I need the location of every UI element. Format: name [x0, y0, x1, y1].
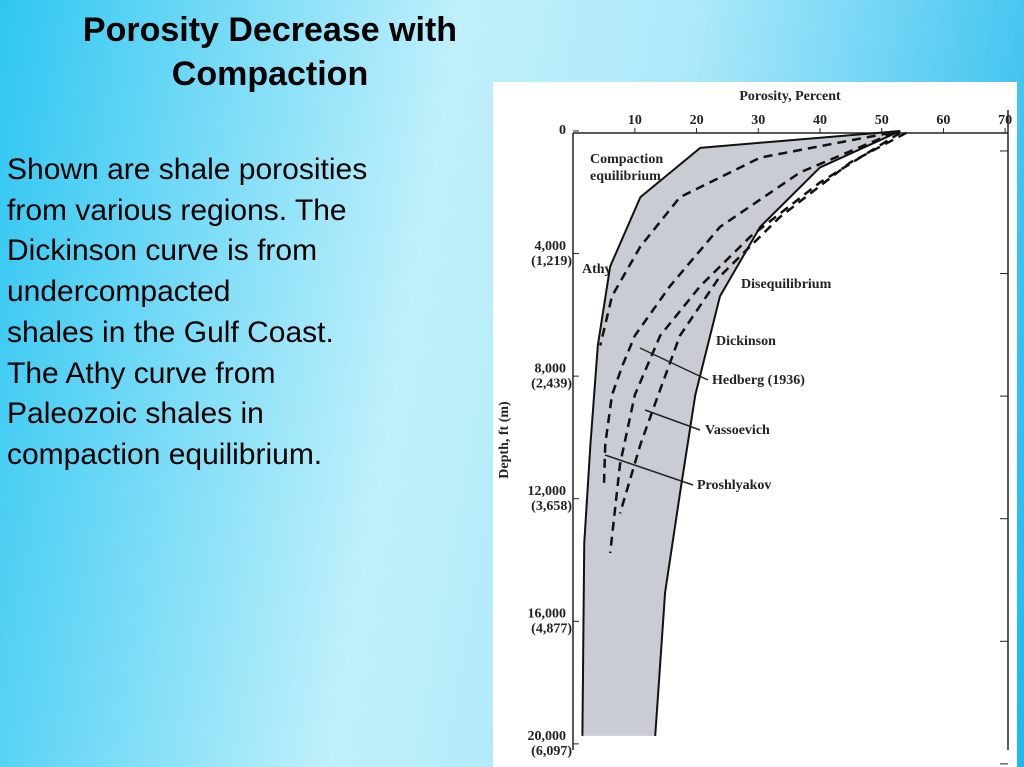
curve	[599, 131, 891, 346]
annotation: equilibrium	[590, 169, 661, 184]
body-line: shales in the Gulf Coast.	[7, 315, 334, 349]
curve	[654, 130, 901, 736]
y-tick-label: 20,000	[528, 729, 567, 744]
y-tick-sublabel: (1,219)	[531, 254, 572, 269]
x-axis-title: Porosity, Percent	[739, 89, 841, 104]
curve	[608, 131, 901, 554]
slide-title: Porosity Decrease with Compaction	[20, 8, 520, 96]
x-tick-label: 50	[875, 113, 889, 128]
envelope-shade	[582, 130, 901, 736]
series-label: Proshlyakov	[697, 478, 771, 493]
body-line: Dickinson curve is from	[7, 234, 318, 268]
leader	[604, 454, 694, 486]
y-tick-label: 0	[559, 123, 566, 138]
x-tick-label: 70	[998, 113, 1012, 128]
y-tick-label: 12,000	[528, 484, 567, 499]
y-tick-sublabel: (4,877)	[531, 622, 572, 637]
x-tick-label: 60	[936, 113, 950, 128]
curve	[618, 131, 907, 514]
body-line: The Athy curve from	[7, 356, 276, 390]
body-line: from various regions. The	[7, 193, 347, 227]
x-tick-label: 20	[690, 113, 704, 128]
body-line: Shown are shale porosities	[7, 153, 368, 186]
series-label: Hedberg (1936)	[712, 373, 805, 388]
y-tick-sublabel: (2,439)	[531, 376, 572, 391]
x-tick-label: 10	[628, 113, 642, 128]
series-label: Dickinson	[716, 334, 776, 349]
x-tick-label: 40	[813, 113, 827, 128]
title-line: Compaction	[171, 55, 369, 93]
annotation: Disequilibrium	[741, 277, 832, 292]
y-tick-label: 8,000	[535, 361, 567, 376]
body-line: compaction equilibrium.	[7, 437, 323, 471]
body-line: Paleozoic shales in	[7, 397, 264, 431]
y-tick-label: 16,000	[528, 607, 567, 622]
y-tick-sublabel: (3,658)	[531, 499, 572, 514]
series-label: Athy	[582, 262, 612, 277]
y-axis-title: Depth, ft (m)	[497, 401, 512, 479]
annotation: Compaction	[590, 152, 663, 167]
curve	[602, 131, 895, 485]
leader	[639, 347, 709, 381]
curve	[581, 129, 901, 736]
y-tick-label: 4,000	[535, 239, 567, 254]
slide-body: Shown are shale porosities from various r…	[7, 150, 367, 476]
series-label: Vassoevich	[705, 423, 770, 438]
leader	[644, 409, 701, 431]
body-line: undercompacted	[7, 275, 231, 309]
title-line: Porosity Decrease with	[82, 11, 458, 49]
x-tick-label: 30	[751, 113, 765, 128]
y-tick-sublabel: (6,097)	[531, 744, 572, 759]
